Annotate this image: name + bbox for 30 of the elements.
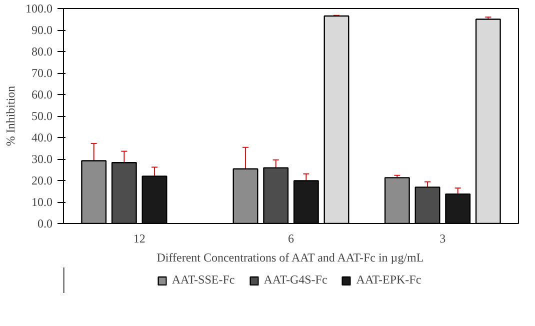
y-tick-label: 100.0 bbox=[26, 2, 52, 16]
y-tick-label: 80.0 bbox=[32, 44, 52, 58]
bar bbox=[263, 167, 289, 224]
bar bbox=[293, 180, 319, 224]
y-axis-title: % Inhibition bbox=[4, 86, 18, 146]
y-tick-label: 60.0 bbox=[32, 88, 52, 102]
bar bbox=[324, 15, 350, 224]
bar bbox=[81, 160, 107, 224]
bar bbox=[445, 193, 471, 224]
bar bbox=[475, 18, 501, 224]
bar bbox=[232, 168, 258, 224]
legend-label: AAT-SSE-Fc bbox=[172, 272, 235, 288]
x-tick-label: 3 bbox=[440, 232, 446, 246]
y-tick-label: 10.0 bbox=[32, 195, 52, 209]
bar bbox=[142, 176, 168, 224]
x-tick-label: 6 bbox=[288, 232, 294, 246]
bar bbox=[111, 162, 137, 224]
y-tick-label: 0.0 bbox=[38, 216, 52, 230]
legend-label: AAT-G4S-Fc bbox=[264, 272, 328, 288]
legend-label: AAT-EPK-Fc bbox=[356, 272, 422, 288]
bar bbox=[414, 186, 440, 224]
y-tick-label: 50.0 bbox=[32, 109, 52, 123]
bar bbox=[384, 177, 410, 224]
y-tick-label: 30.0 bbox=[32, 152, 52, 166]
y-tick-label: 20.0 bbox=[32, 174, 52, 188]
x-tick-label: 12 bbox=[133, 232, 146, 246]
x-axis-title: Different Concentrations of AAT and AAT-Fc in µg/mL bbox=[156, 250, 424, 264]
y-tick-label: 40.0 bbox=[32, 130, 52, 144]
y-tick-label: 70.0 bbox=[32, 66, 52, 80]
y-tick-label: 90.0 bbox=[32, 23, 52, 37]
